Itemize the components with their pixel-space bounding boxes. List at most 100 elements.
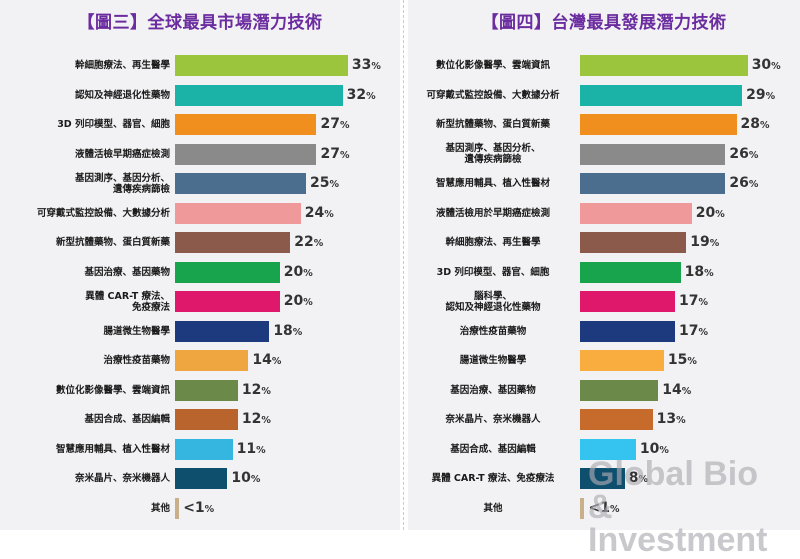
- right-value-number: <1: [588, 499, 610, 516]
- right-value-label: 30%: [752, 57, 781, 73]
- left-value-unit: %: [292, 326, 303, 338]
- left-value-unit: %: [329, 179, 340, 190]
- left-bar: [175, 55, 348, 76]
- right-value-unit: %: [698, 297, 709, 308]
- right-value-label: 19%: [690, 234, 719, 250]
- left-value-label: 12%: [242, 382, 271, 398]
- right-value-unit: %: [681, 385, 692, 397]
- right-value-unit: %: [748, 149, 759, 161]
- right-category-label: 基因治療、基因藥物: [450, 384, 536, 396]
- left-value-label: 24%: [305, 205, 334, 221]
- right-bar: [580, 379, 659, 401]
- left-value-unit: %: [303, 297, 313, 308]
- left-value-number: 25: [310, 175, 330, 191]
- left-category-label: 3D 列印模型、器官、細胞: [57, 119, 170, 130]
- right-value-label: 10%: [640, 441, 669, 457]
- right-bar: [580, 350, 664, 371]
- right-category-label: 異體 CAR-T 療法、免疫療法: [431, 473, 555, 484]
- right-value-label: 13%: [657, 411, 686, 427]
- left-value-label: 18%: [273, 323, 302, 339]
- left-value-unit: %: [256, 444, 266, 456]
- right-value-unit: %: [748, 179, 759, 190]
- left-value-number: 12: [241, 411, 262, 427]
- right-value-number: 19: [690, 234, 710, 250]
- right-value-unit: %: [698, 326, 709, 338]
- right-value-unit: %: [659, 444, 669, 456]
- right-category-label: 數位化影像醫學、雲端資訊: [435, 60, 550, 71]
- right-bar: [580, 497, 585, 519]
- left-value-label: 14%: [252, 352, 281, 368]
- right-value-number: 28: [740, 116, 760, 132]
- right-category-label: 智慧應用輔具、植入性醫材: [435, 178, 550, 189]
- right-bar: [580, 114, 737, 135]
- left-value-label: 32%: [347, 87, 376, 103]
- left-category-label: 其他: [150, 502, 170, 514]
- left-value-number: 20: [283, 293, 304, 309]
- right-value-number: 8: [628, 470, 639, 486]
- left-value-number: 24: [304, 204, 325, 221]
- right-category-label: 基因測序、基因分析、 遺傳疾病篩檢: [445, 143, 541, 165]
- right-bar: [580, 468, 625, 489]
- right-bar: [580, 261, 681, 283]
- left-bar: [175, 350, 249, 371]
- left-value-number: 27: [320, 145, 340, 162]
- left-category-label: 基因測序、基因分析、 遺傳疾病篩檢: [74, 172, 170, 195]
- left-value-label: 33%: [352, 57, 381, 73]
- right-value-number: 17: [679, 322, 699, 339]
- right-value-label: 20%: [696, 205, 725, 221]
- left-value-label: 10%: [231, 470, 260, 486]
- left-value-label: <1%: [183, 500, 214, 516]
- left-value-number: 14: [252, 352, 272, 368]
- left-value-number: 12: [241, 381, 262, 398]
- left-value-unit: %: [261, 385, 271, 397]
- left-bar: [175, 232, 291, 253]
- left-value-number: 32: [346, 86, 367, 103]
- left-bar: [175, 143, 317, 165]
- right-bar: [580, 143, 726, 165]
- right-value-unit: %: [687, 356, 697, 367]
- right-value-number: 10: [639, 440, 660, 457]
- left-value-label: 22%: [294, 234, 323, 250]
- right-value-unit: %: [765, 90, 776, 102]
- right-value-number: 13: [656, 411, 677, 427]
- right-chart-title: 【圖四】台灣最具發展潛力技術: [481, 13, 727, 33]
- left-value-number: 11: [236, 440, 257, 457]
- right-value-label: 29%: [746, 87, 775, 103]
- left-value-unit: %: [313, 238, 324, 249]
- left-chart-panel: 【圖三】全球最具市場潛力技術 幹細胞療法、再生醫學 33% 認知及神經退化性藥物 32…: [0, 0, 400, 530]
- right-value-number: 26: [729, 145, 749, 162]
- left-bar: [175, 291, 280, 312]
- left-bar: [175, 497, 180, 519]
- left-value-number: <1: [183, 499, 205, 516]
- left-value-unit: %: [261, 415, 271, 426]
- left-value-unit: %: [339, 120, 350, 131]
- left-category-label: 治療性疫苗藥物: [103, 355, 170, 366]
- left-value-number: 27: [320, 116, 340, 132]
- left-bar: [175, 202, 301, 224]
- right-value-unit: %: [676, 415, 686, 426]
- right-bar: [580, 55, 748, 76]
- left-chart-title: 【圖三】全球最具市場潛力技術: [77, 13, 323, 33]
- right-category-label: 可穿戴式監控設備、大數據分析: [426, 89, 560, 101]
- right-value-label: 8%: [629, 470, 648, 486]
- right-bar: [580, 409, 653, 430]
- right-value-label: <1%: [588, 500, 619, 516]
- right-value-label: 14%: [662, 382, 691, 398]
- right-category-label: 腸道微生物醫學: [459, 355, 527, 366]
- left-value-label: 11%: [237, 441, 266, 457]
- left-value-unit: %: [271, 356, 282, 367]
- right-value-unit: %: [709, 238, 720, 249]
- left-value-unit: %: [303, 267, 313, 279]
- right-category-label: 基因合成、基因編輯: [450, 443, 536, 455]
- right-category-label: 3D 列印模型、器官、細胞: [436, 266, 550, 278]
- right-value-number: 20: [695, 204, 716, 221]
- left-value-label: 20%: [284, 293, 313, 309]
- left-category-label: 智慧應用輔具、植入性醫材: [55, 443, 170, 455]
- left-value-label: 27%: [320, 146, 349, 162]
- panel-divider: [403, 0, 404, 530]
- right-value-unit: %: [760, 120, 770, 131]
- right-bar: [580, 232, 687, 253]
- right-value-number: 29: [746, 86, 766, 103]
- right-value-unit: %: [704, 267, 714, 279]
- left-value-unit: %: [371, 61, 381, 72]
